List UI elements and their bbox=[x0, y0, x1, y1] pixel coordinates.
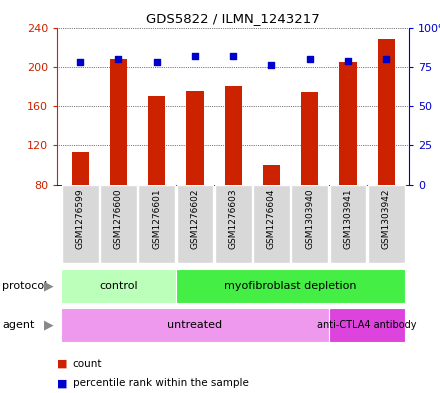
Point bbox=[115, 56, 122, 62]
Text: control: control bbox=[99, 281, 138, 291]
Text: GSM1303940: GSM1303940 bbox=[305, 189, 314, 249]
Bar bbox=[138, 185, 175, 263]
Text: GSM1303942: GSM1303942 bbox=[382, 189, 391, 249]
Title: GDS5822 / ILMN_1243217: GDS5822 / ILMN_1243217 bbox=[147, 12, 320, 25]
Text: percentile rank within the sample: percentile rank within the sample bbox=[73, 378, 249, 388]
Bar bbox=[301, 92, 318, 185]
Bar bbox=[186, 91, 204, 185]
Bar bbox=[224, 86, 242, 185]
Point bbox=[383, 56, 390, 62]
Text: ■: ■ bbox=[57, 378, 68, 388]
Bar bbox=[72, 152, 89, 185]
Bar bbox=[329, 309, 405, 342]
Text: protocol: protocol bbox=[2, 281, 48, 291]
Text: GSM1303941: GSM1303941 bbox=[344, 189, 352, 249]
Text: ▶: ▶ bbox=[44, 279, 54, 292]
Bar bbox=[330, 185, 367, 263]
Point bbox=[306, 56, 313, 62]
Point bbox=[153, 59, 160, 65]
Text: GSM1276601: GSM1276601 bbox=[152, 189, 161, 249]
Bar bbox=[253, 185, 290, 263]
Text: GSM1276600: GSM1276600 bbox=[114, 189, 123, 249]
Bar bbox=[378, 39, 395, 185]
Bar bbox=[62, 185, 99, 263]
Text: anti-CTLA4 antibody: anti-CTLA4 antibody bbox=[317, 320, 417, 330]
Point bbox=[268, 62, 275, 68]
Text: ■: ■ bbox=[57, 358, 68, 369]
Bar bbox=[61, 269, 176, 303]
Text: GSM1276603: GSM1276603 bbox=[229, 189, 238, 249]
Bar bbox=[100, 185, 137, 263]
Bar bbox=[339, 62, 356, 185]
Bar bbox=[176, 185, 213, 263]
Point bbox=[191, 53, 198, 59]
Point bbox=[230, 53, 237, 59]
Bar bbox=[291, 185, 328, 263]
Text: untreated: untreated bbox=[167, 320, 223, 330]
Text: ▶: ▶ bbox=[44, 319, 54, 332]
Bar bbox=[148, 96, 165, 185]
Text: GSM1276604: GSM1276604 bbox=[267, 189, 276, 249]
Bar bbox=[110, 59, 127, 185]
Point bbox=[77, 59, 84, 65]
Point bbox=[345, 57, 352, 64]
Bar bbox=[215, 185, 252, 263]
Text: GSM1276602: GSM1276602 bbox=[191, 189, 199, 249]
Text: agent: agent bbox=[2, 320, 35, 330]
Bar bbox=[368, 185, 405, 263]
Text: myofibroblast depletion: myofibroblast depletion bbox=[224, 281, 357, 291]
Text: count: count bbox=[73, 358, 102, 369]
Bar bbox=[176, 269, 405, 303]
Text: GSM1276599: GSM1276599 bbox=[76, 189, 84, 249]
Bar bbox=[263, 165, 280, 185]
Bar bbox=[61, 309, 329, 342]
